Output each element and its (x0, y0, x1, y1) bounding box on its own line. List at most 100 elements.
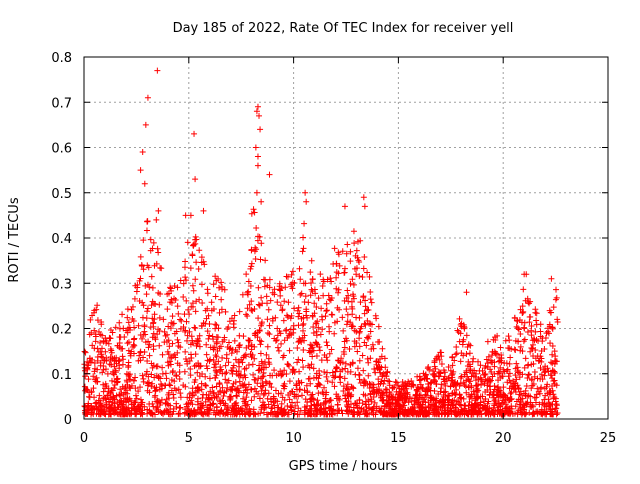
data-point (216, 284, 223, 291)
data-point (252, 332, 259, 339)
data-point (517, 347, 524, 354)
data-point (311, 402, 318, 409)
data-point (220, 393, 227, 400)
data-point (236, 407, 243, 414)
data-point (457, 358, 464, 365)
data-point (247, 351, 254, 358)
data-point (326, 350, 333, 357)
data-point (256, 326, 263, 333)
data-point (284, 334, 291, 341)
data-point (365, 359, 372, 366)
data-point (144, 308, 151, 315)
data-point (457, 380, 464, 387)
data-point (318, 357, 325, 364)
data-point (463, 389, 470, 396)
data-point (248, 298, 255, 305)
data-point (137, 348, 144, 355)
data-point (204, 365, 211, 372)
data-point (100, 381, 107, 388)
data-point (320, 276, 327, 283)
data-point (490, 336, 497, 343)
data-point (538, 371, 545, 378)
data-point (194, 385, 201, 392)
data-point (225, 324, 232, 331)
data-point (326, 397, 333, 404)
data-point (306, 406, 313, 413)
data-point (124, 381, 131, 388)
data-point (385, 378, 392, 385)
data-point (330, 406, 337, 413)
data-point (324, 307, 331, 314)
data-point (351, 343, 358, 350)
data-point (245, 278, 252, 285)
data-point (261, 364, 268, 371)
data-point (344, 311, 351, 318)
data-point (487, 377, 494, 384)
data-point (135, 388, 142, 395)
data-point (356, 411, 363, 418)
data-point (497, 387, 504, 394)
data-point (417, 376, 424, 383)
data-point (482, 371, 489, 378)
data-point (425, 383, 432, 390)
data-point (204, 286, 211, 293)
data-point (366, 385, 373, 392)
data-point (333, 269, 340, 276)
data-point (362, 401, 369, 408)
data-point (452, 404, 459, 411)
data-point (302, 280, 309, 287)
data-point (251, 376, 258, 383)
data-point (530, 409, 537, 416)
data-point (463, 369, 470, 376)
data-point (281, 383, 288, 390)
data-point (208, 395, 215, 402)
data-point (255, 367, 262, 374)
data-point (154, 67, 161, 74)
data-point (320, 292, 327, 299)
data-point (514, 318, 521, 325)
data-point (291, 410, 298, 417)
data-point (349, 359, 356, 366)
data-point (353, 247, 360, 254)
data-point (297, 386, 304, 393)
data-point (333, 365, 340, 372)
data-point (86, 331, 93, 338)
data-point (494, 351, 501, 358)
data-point (551, 394, 558, 401)
data-point (210, 357, 217, 364)
data-point (493, 391, 500, 398)
data-point (415, 385, 422, 392)
data-point (547, 372, 554, 379)
data-point (208, 299, 215, 306)
data-point (258, 294, 265, 301)
data-point (521, 364, 528, 371)
data-point (349, 305, 356, 312)
data-point (159, 364, 166, 371)
data-point (477, 393, 484, 400)
data-point (354, 400, 361, 407)
axis-ticks (83, 56, 609, 420)
data-point (242, 408, 249, 415)
data-point (417, 404, 424, 411)
data-point (300, 314, 307, 321)
data-point (285, 392, 292, 399)
data-point (269, 404, 276, 411)
data-point (176, 404, 183, 411)
data-point (222, 362, 229, 369)
data-point (289, 399, 296, 406)
data-point (189, 300, 196, 307)
data-point (375, 323, 382, 330)
data-point (268, 405, 275, 412)
data-point (431, 388, 438, 395)
data-point (375, 376, 382, 383)
data-point (190, 242, 197, 249)
data-point (123, 377, 130, 384)
data-point (150, 320, 157, 327)
data-point (265, 306, 272, 313)
data-point (506, 337, 513, 344)
data-point (318, 405, 325, 412)
data-point (143, 291, 150, 298)
data-point (518, 411, 525, 418)
data-point (313, 370, 320, 377)
data-point (373, 390, 380, 397)
